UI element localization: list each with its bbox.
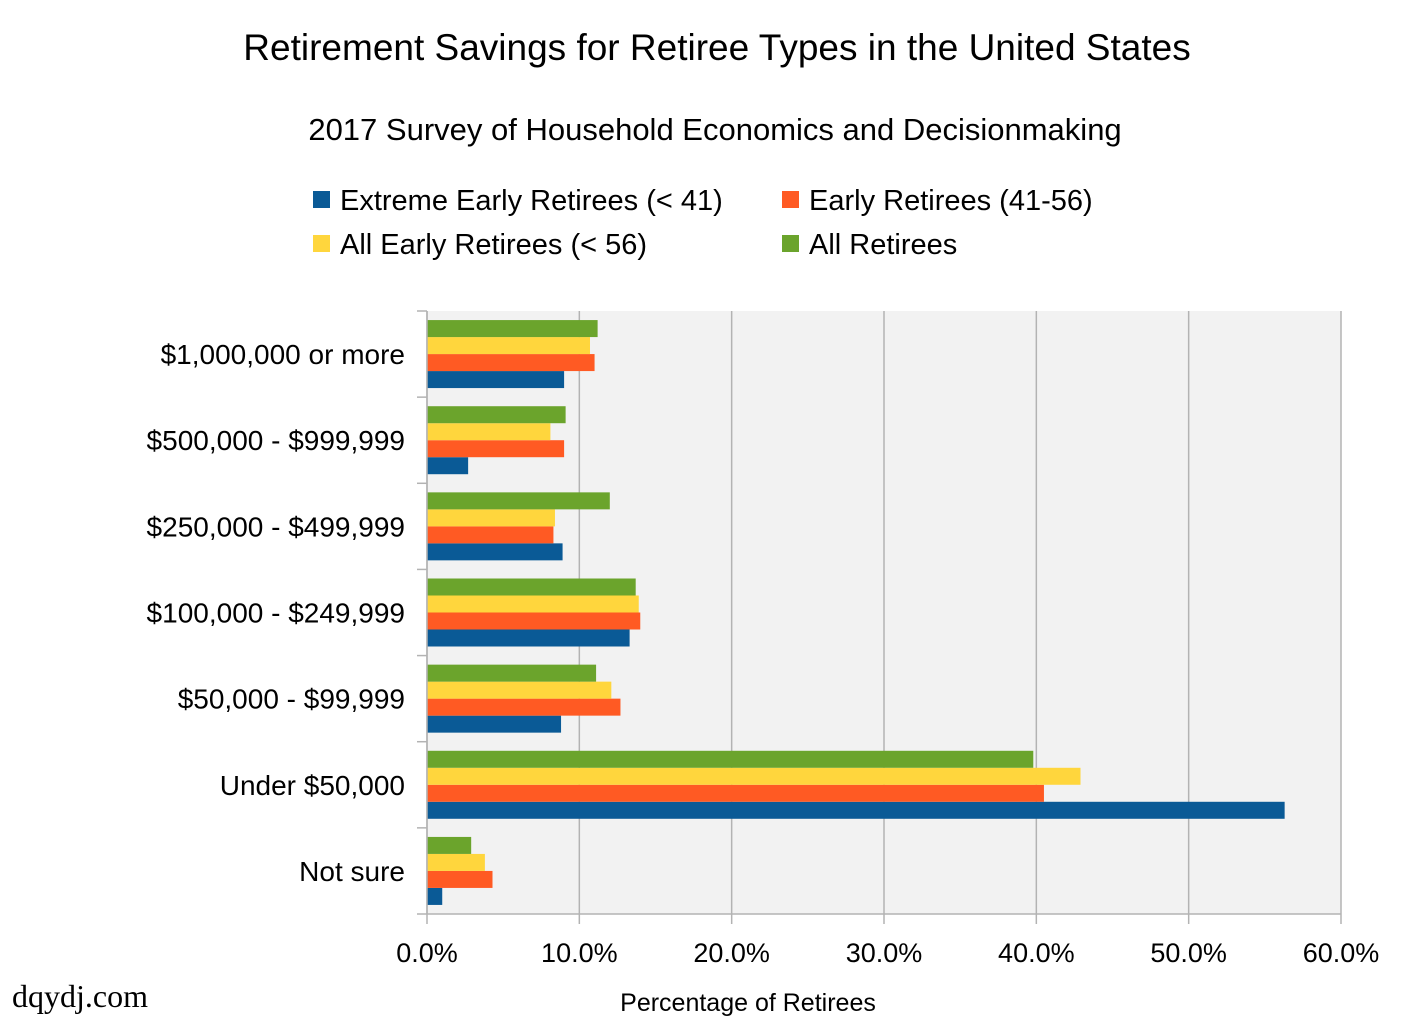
- bar: [427, 457, 469, 475]
- legend-swatch: [782, 235, 799, 252]
- bar: [427, 595, 639, 613]
- bar: [427, 492, 610, 510]
- bar: [427, 801, 1285, 819]
- x-tick-label: 50.0%: [1150, 938, 1227, 968]
- x-axis-title: Percentage of Retirees: [620, 989, 876, 1017]
- axes: [417, 310, 1342, 924]
- bar: [427, 887, 443, 905]
- legend-label: All Retirees: [809, 229, 957, 261]
- bar: [427, 767, 1081, 785]
- category-label: $1,000,000 or more: [161, 339, 405, 370]
- category-label: $50,000 - $99,999: [178, 684, 405, 715]
- category-label: Not sure: [299, 856, 405, 887]
- x-tick-label: 30.0%: [846, 938, 923, 968]
- bar: [427, 870, 493, 888]
- bar: [427, 509, 555, 527]
- legend-label: All Early Retirees (< 56): [340, 229, 647, 261]
- bar: [427, 715, 562, 733]
- bar: [427, 440, 565, 458]
- category-labels: $1,000,000 or more $500,000 - $999,999 $25…: [147, 339, 405, 887]
- bar: [427, 698, 621, 716]
- bar: [427, 406, 566, 424]
- legend-swatch: [313, 191, 330, 208]
- x-tick-label: 10.0%: [541, 938, 618, 968]
- bar: [427, 320, 598, 338]
- bar: [427, 629, 630, 647]
- legend-label: Early Retirees (41-56): [809, 185, 1093, 217]
- x-tick-labels: 0.0% 10.0% 20.0% 30.0% 40.0% 50.0% 60.0%: [396, 938, 1379, 968]
- bar: [427, 853, 485, 871]
- legend-swatch: [782, 191, 799, 208]
- category-label: Under $50,000: [220, 770, 405, 801]
- bars: [427, 320, 1285, 905]
- bar: [427, 612, 641, 630]
- bar: [427, 354, 595, 372]
- bar: [427, 423, 551, 441]
- bar: [427, 681, 612, 699]
- x-tick-label: 20.0%: [693, 938, 770, 968]
- bar: [427, 526, 554, 544]
- x-tick-label: 0.0%: [396, 938, 458, 968]
- chart-title: Retirement Savings for Retiree Types in …: [243, 27, 1190, 68]
- bar: [427, 543, 563, 561]
- x-tick-label: 60.0%: [1303, 938, 1380, 968]
- bar: [427, 578, 636, 596]
- chart-subtitle: 2017 Survey of Household Economics and D…: [308, 112, 1121, 147]
- bar: [427, 337, 590, 355]
- bar: [427, 784, 1044, 802]
- legend-label: Extreme Early Retirees (< 41): [340, 185, 723, 217]
- category-label: $500,000 - $999,999: [147, 425, 405, 456]
- watermark: dqydj.com: [12, 978, 148, 1014]
- legend-swatch: [313, 235, 330, 252]
- bar: [427, 750, 1034, 768]
- category-label: $100,000 - $249,999: [147, 598, 405, 629]
- x-tick-label: 40.0%: [998, 938, 1075, 968]
- legend: Extreme Early Retirees (< 41) Early Retir…: [313, 185, 1093, 261]
- category-label: $250,000 - $499,999: [147, 511, 405, 542]
- bar: [427, 664, 597, 682]
- bar: [427, 836, 472, 854]
- bar: [427, 371, 565, 389]
